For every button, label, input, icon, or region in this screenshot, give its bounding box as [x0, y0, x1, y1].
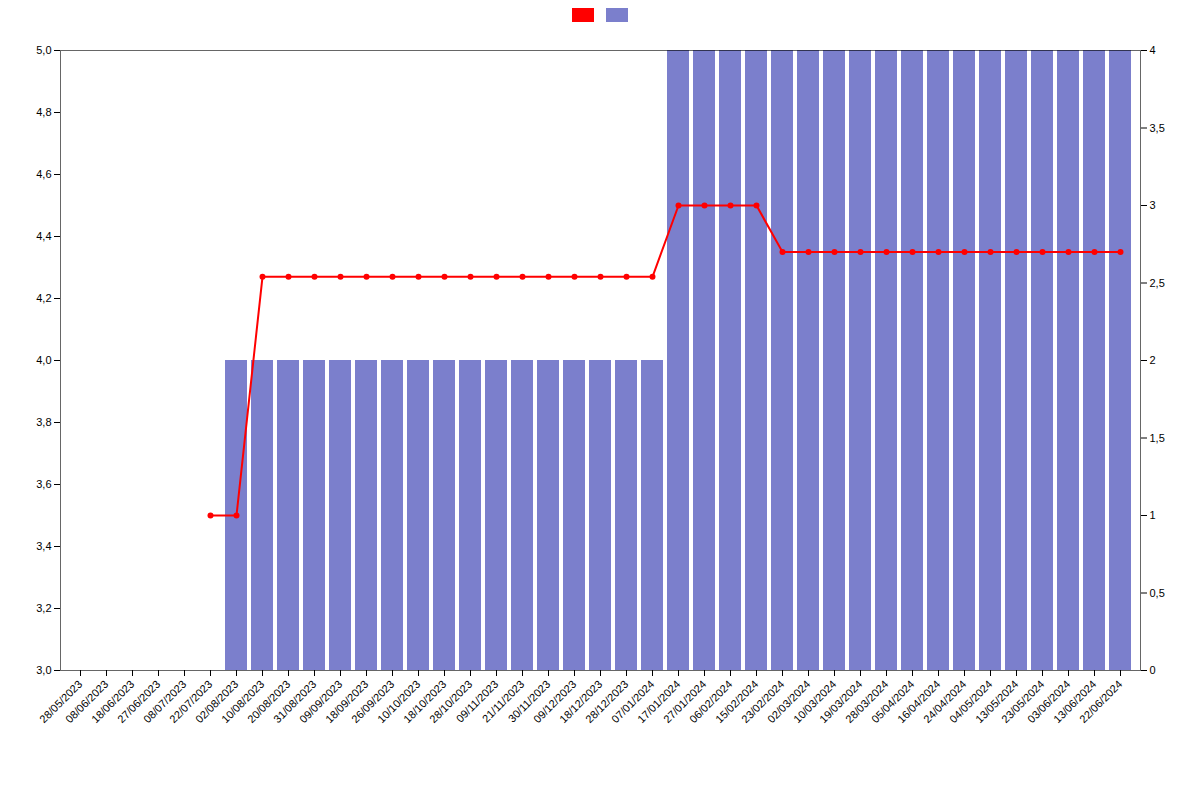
- svg-text:3,6: 3,6: [36, 478, 51, 490]
- svg-text:09/09/2023: 09/09/2023: [297, 677, 345, 726]
- svg-text:3,8: 3,8: [36, 416, 51, 428]
- svg-text:24/04/2024: 24/04/2024: [921, 677, 969, 726]
- svg-text:4,0: 4,0: [36, 354, 51, 366]
- svg-text:4,8: 4,8: [36, 106, 51, 118]
- svg-text:22/07/2023: 22/07/2023: [167, 677, 215, 726]
- svg-text:18/06/2023: 18/06/2023: [89, 677, 137, 726]
- svg-text:4,6: 4,6: [36, 168, 51, 180]
- svg-text:09/11/2023: 09/11/2023: [453, 677, 501, 725]
- svg-text:3,2: 3,2: [36, 602, 51, 614]
- svg-text:08/07/2023: 08/07/2023: [141, 677, 189, 726]
- svg-text:28/12/2023: 28/12/2023: [583, 677, 631, 726]
- svg-text:03/06/2024: 03/06/2024: [1025, 677, 1073, 726]
- svg-text:10/10/2023: 10/10/2023: [375, 677, 423, 726]
- svg-text:18/10/2023: 18/10/2023: [401, 677, 449, 726]
- svg-text:27/06/2023: 27/06/2023: [115, 677, 163, 726]
- svg-text:06/02/2024: 06/02/2024: [687, 677, 735, 726]
- svg-text:1: 1: [1150, 509, 1156, 521]
- svg-text:04/05/2024: 04/05/2024: [947, 677, 995, 726]
- svg-text:31/08/2023: 31/08/2023: [271, 677, 319, 726]
- svg-text:22/06/2024: 22/06/2024: [1077, 678, 1124, 725]
- svg-text:02/08/2023: 02/08/2023: [193, 677, 241, 726]
- svg-text:3,5: 3,5: [1150, 122, 1165, 134]
- svg-text:0,5: 0,5: [1150, 587, 1165, 599]
- svg-text:15/02/2024: 15/02/2024: [713, 677, 761, 726]
- svg-text:2: 2: [1150, 354, 1156, 366]
- svg-text:10/08/2023: 10/08/2023: [219, 677, 267, 726]
- svg-text:21/11/2023: 21/11/2023: [479, 677, 527, 725]
- svg-text:23/05/2024: 23/05/2024: [999, 677, 1047, 726]
- svg-text:27/01/2024: 27/01/2024: [661, 677, 709, 726]
- svg-text:3,4: 3,4: [36, 540, 51, 552]
- svg-text:4,2: 4,2: [36, 292, 51, 304]
- svg-text:07/01/2024: 07/01/2024: [609, 677, 657, 726]
- svg-text:18/12/2023: 18/12/2023: [557, 677, 605, 726]
- svg-text:2,5: 2,5: [1150, 277, 1165, 289]
- svg-text:18/09/2023: 18/09/2023: [323, 677, 371, 726]
- svg-text:28/05/2023: 28/05/2023: [37, 677, 85, 726]
- svg-text:16/04/2024: 16/04/2024: [895, 677, 943, 726]
- svg-text:4,4: 4,4: [36, 230, 51, 242]
- svg-text:5,0: 5,0: [36, 44, 51, 56]
- svg-text:1,5: 1,5: [1150, 432, 1165, 444]
- svg-text:08/06/2023: 08/06/2023: [63, 677, 111, 726]
- svg-text:02/03/2024: 02/03/2024: [765, 677, 813, 726]
- svg-text:26/09/2023: 26/09/2023: [349, 677, 397, 726]
- svg-text:19/03/2024: 19/03/2024: [817, 677, 865, 726]
- svg-text:3,0: 3,0: [36, 664, 51, 676]
- svg-text:05/04/2024: 05/04/2024: [869, 677, 917, 726]
- svg-text:13/06/2024: 13/06/2024: [1051, 677, 1099, 726]
- svg-text:3: 3: [1150, 199, 1156, 211]
- svg-text:28/10/2023: 28/10/2023: [427, 677, 475, 726]
- svg-text:13/05/2024: 13/05/2024: [973, 677, 1021, 726]
- svg-text:20/08/2023: 20/08/2023: [245, 677, 293, 726]
- svg-text:09/12/2023: 09/12/2023: [531, 677, 579, 726]
- svg-text:17/01/2024: 17/01/2024: [635, 677, 683, 726]
- svg-text:0: 0: [1150, 664, 1156, 676]
- svg-text:28/03/2024: 28/03/2024: [843, 677, 891, 726]
- svg-text:4: 4: [1150, 44, 1156, 56]
- svg-text:10/03/2024: 10/03/2024: [791, 677, 839, 726]
- svg-text:23/02/2024: 23/02/2024: [739, 677, 787, 726]
- svg-text:30/11/2023: 30/11/2023: [505, 677, 553, 725]
